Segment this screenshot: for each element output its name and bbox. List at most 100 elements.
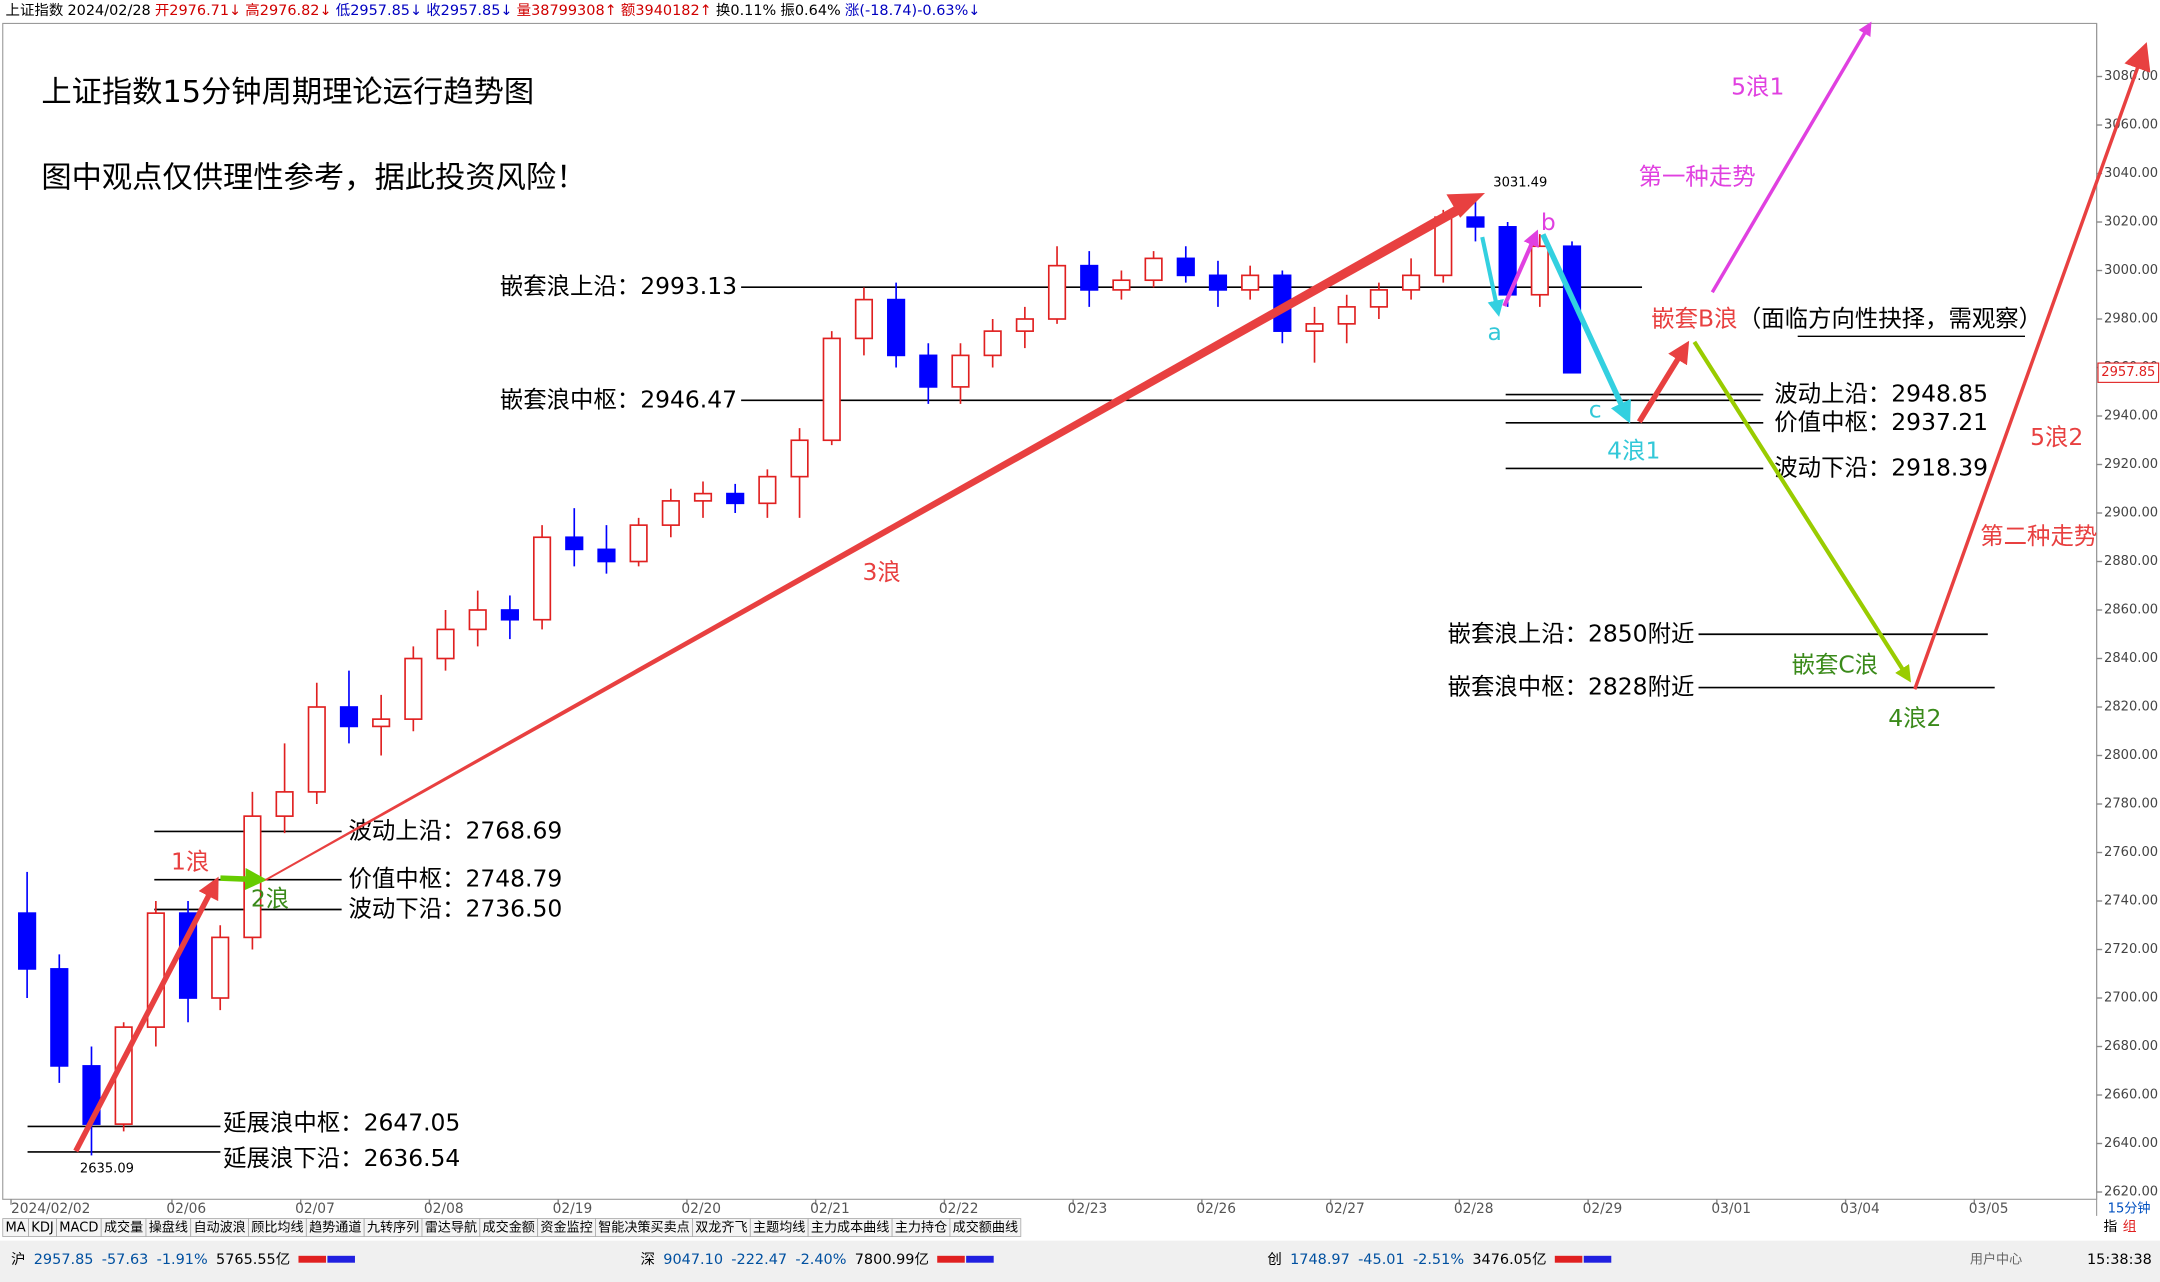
candle-body [1466,216,1485,228]
y-tick-label: 2880.00 [2104,554,2158,569]
tab-label[interactable]: 主力持仓 [895,1220,947,1236]
y-tick-label: 2840.00 [2104,651,2158,666]
candle-body [597,548,616,563]
y-tick-label: 2760.00 [2104,845,2158,860]
candle-body [565,536,584,551]
x-tick-label: 02/08 [424,1201,464,1217]
status-item: -222.47 [731,1252,787,1268]
status-item: 沪 [11,1251,25,1268]
candle-body [693,492,713,502]
level-value: 2918.39 [1891,453,1988,481]
tab-label[interactable]: 主题均线 [753,1220,805,1236]
tab-label[interactable]: MACD [59,1221,98,1236]
x-tick-label: 02/22 [939,1201,979,1217]
candle-body [1112,279,1131,291]
status-item: -57.63 [102,1252,149,1268]
side-tab[interactable]: 15分钟 [2108,1199,2151,1216]
candle-body [790,439,809,478]
side-tab[interactable]: 组 [2123,1219,2137,1235]
user-center[interactable]: 用户中心 [1970,1250,2022,1267]
status-item: 深 [641,1251,655,1268]
arrow [1913,42,2151,690]
tab-label[interactable]: 操盘线 [149,1219,188,1236]
level-name: 波动上沿： [1774,379,1891,407]
candle-body [1337,306,1356,325]
y-tick-label: 2860.00 [2104,603,2158,618]
tab-label[interactable]: MA [6,1221,26,1236]
candle-body [919,354,938,388]
tab-label[interactable]: 成交额曲线 [953,1219,1018,1236]
tab-label[interactable]: 主力成本曲线 [811,1220,889,1236]
bar-icon [298,1255,327,1263]
chart-title: 上证指数15分钟周期理论运行趋势图 [41,75,534,110]
side-tab[interactable]: 指 [2104,1219,2118,1235]
level-value: 2828附近 [1588,672,1694,700]
candle-body [50,968,69,1067]
candle-body [532,536,552,621]
arrow [1502,229,1539,307]
y-tick-label: 3040.00 [2104,166,2158,181]
last-price: 2957.85 [2101,365,2155,380]
y-tick-label: 2800.00 [2104,748,2158,763]
level-label: 嵌套浪中枢：2828附近 [1448,672,1695,700]
status-item: 3476.05亿 [1472,1251,1546,1268]
header-item: 振0.64% [780,2,840,19]
tab-label[interactable]: 双龙齐飞 [695,1220,747,1236]
tab-label[interactable]: KDJ [31,1221,54,1236]
tab-label[interactable]: 成交量 [104,1219,143,1236]
x-tick-label: 02/19 [553,1201,593,1217]
arrow-head [1446,192,1485,218]
status-item: 2957.85 [34,1252,94,1268]
candle-body [307,706,326,793]
level-value: 2993.13 [640,272,737,300]
candle-body [468,609,487,631]
level-name: 延展浪中枢： [223,1108,363,1136]
candle-body [1305,323,1324,332]
level-label: 波动上沿：2948.85 [1774,379,1988,407]
candle-body [726,492,745,505]
tab-label[interactable]: 自动波浪 [193,1220,245,1236]
candle-body [211,936,230,999]
y-tick-label: 3020.00 [2104,215,2158,230]
axes: 2620.00 2640.00 2660.00 2680.00 2700.00 2720.… [10,69,2160,1217]
y-tick-label: 3000.00 [2104,263,2158,278]
tab-label[interactable]: 九转序列 [367,1220,419,1236]
level-value: 2850附近 [1588,619,1694,647]
candle-body [887,298,906,357]
tab-label[interactable]: 资金监控 [540,1220,592,1236]
candles: 2635.09 3031.49 [18,176,1582,1177]
status-item: 1748.97 [1290,1252,1350,1268]
candle-body [372,718,391,728]
chart-subtitle: 图中观点仅供理性参考，据此投资风险！ [41,161,586,196]
candle-body [339,706,359,728]
tab[interactable] [949,1218,1022,1237]
arrow [1692,340,1911,683]
level-label: 价值中枢：2748.79 [349,864,563,892]
level-name: 波动下沿： [349,894,466,922]
level-name: 嵌套浪中枢： [500,385,640,413]
candle-body [1176,257,1195,277]
x-tick-label: 2024/02/02 [11,1201,90,1217]
x-tick-label: 03/01 [1711,1201,1751,1217]
x-tick-label: 02/29 [1583,1201,1623,1217]
arrow [264,201,1469,881]
level-value: 2736.50 [466,894,563,922]
tab-label[interactable]: 智能决策买卖点 [598,1219,690,1236]
tab-label[interactable]: 趋势通道 [309,1220,361,1236]
candle-body [951,354,970,388]
candle-body [822,337,841,442]
tab-label[interactable]: 雷达导航 [425,1220,477,1236]
wave-label: c [1589,395,1602,423]
level-value: 2647.05 [364,1108,461,1136]
tab-label[interactable]: 顾比均线 [251,1220,303,1236]
wave-label: 4浪2 [1888,704,1941,732]
status-item: -45.01 [1358,1252,1405,1268]
tab-label[interactable]: 成交金额 [483,1219,535,1236]
arrow [1636,340,1690,424]
level-value: 2948.85 [1891,379,1988,407]
candle-body [1047,264,1067,320]
level-name: 延展浪下沿： [223,1143,363,1171]
wave-label: 第一种走势 [1639,162,1756,190]
